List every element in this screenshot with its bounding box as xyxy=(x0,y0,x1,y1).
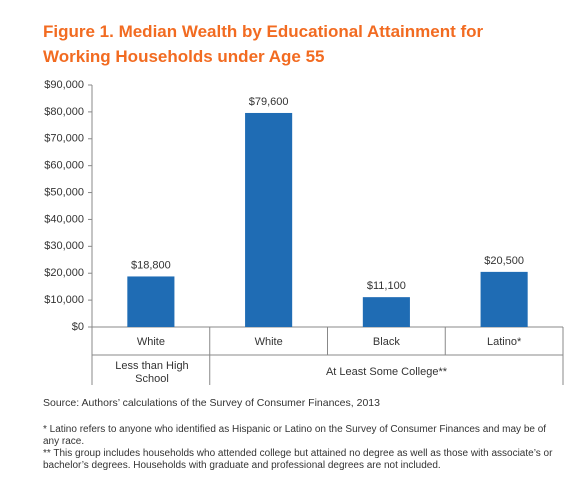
footnote: * Latino refers to anyone who identified… xyxy=(43,424,547,447)
value-label: $79,600 xyxy=(249,96,289,108)
y-tick-label: $90,000 xyxy=(44,79,84,91)
x-tick-label: Latino* xyxy=(487,336,522,348)
chart-title: Figure 1. Median Wealth by Educational A… xyxy=(43,22,484,41)
group-label: At Least Some College** xyxy=(325,366,448,378)
source: Source: Authors’ calculations of the Sur… xyxy=(43,397,380,409)
y-tick-label: $50,000 xyxy=(44,186,84,198)
group-label: Less than High School xyxy=(115,360,189,385)
bar xyxy=(127,276,175,327)
x-tick-label: White xyxy=(137,336,165,348)
y-tick-label: $40,000 xyxy=(44,213,84,225)
y-tick-label: $70,000 xyxy=(44,133,84,145)
y-tick-label: $20,000 xyxy=(44,267,84,279)
y-tick-label: $80,000 xyxy=(44,106,84,118)
y-tick-label: $30,000 xyxy=(44,240,84,252)
y-tick-label: $10,000 xyxy=(44,294,84,306)
value-label: $18,800 xyxy=(131,259,171,271)
value-label: $20,500 xyxy=(484,255,524,267)
bar xyxy=(480,271,528,327)
value-label: $11,100 xyxy=(367,280,406,292)
bar xyxy=(362,297,410,327)
bar xyxy=(245,112,293,327)
chart-title: Working Households under Age 55 xyxy=(43,47,324,66)
y-tick-label: $0 xyxy=(72,321,84,333)
x-tick-label: Black xyxy=(373,336,400,348)
footnote: ** This group includes households who at… xyxy=(43,448,553,471)
y-tick-label: $60,000 xyxy=(44,160,84,172)
x-tick-label: White xyxy=(255,336,283,348)
